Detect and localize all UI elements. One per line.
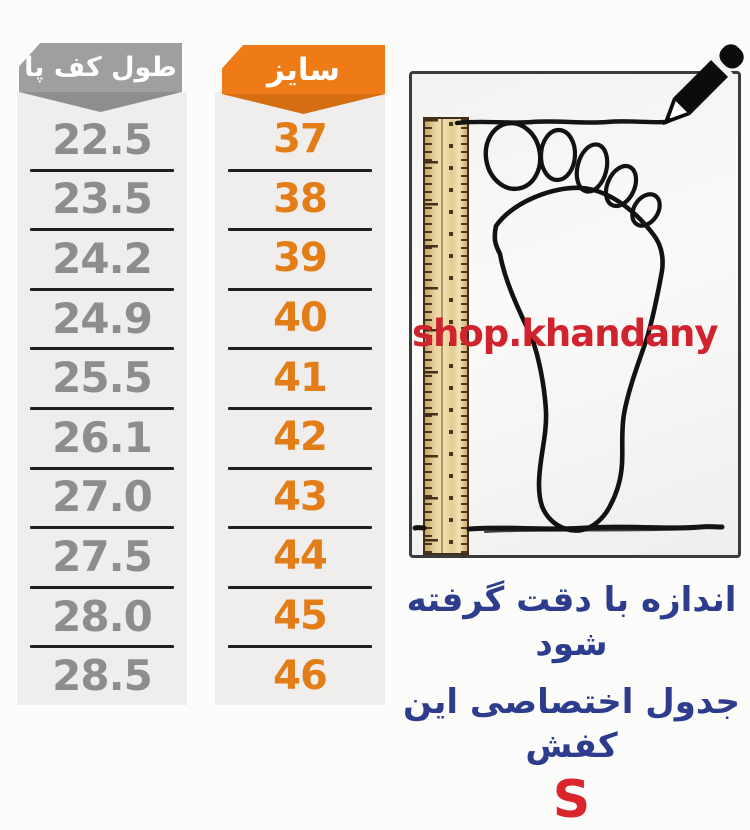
top-sketch-line	[457, 121, 666, 123]
caption-line-1: اندازه با دقت گرفته شود	[398, 578, 745, 666]
foot-measurement-sketch	[395, 40, 750, 575]
table-cell: 41	[215, 350, 385, 407]
table-cell: 46	[215, 648, 385, 705]
table-cell: 22.5	[17, 112, 187, 169]
table-cell: 42	[215, 410, 385, 467]
shoe-size-chart-infographic: { "table": { "columns": [ { "header": "ط…	[0, 0, 750, 750]
table-cell: 24.2	[17, 231, 187, 288]
table-cell: 43	[215, 470, 385, 527]
table-cell: 39	[215, 231, 385, 288]
foot-outline-path	[495, 188, 663, 531]
caption-block: اندازه با دقت گرفته شود جدول اختصاصی این…	[398, 578, 745, 826]
table-cell: 23.5	[17, 172, 187, 229]
table-cell: 25.5	[17, 350, 187, 407]
big-toe-circle	[481, 119, 546, 193]
table-cell: 40	[215, 291, 385, 348]
table-cell: 26.1	[17, 410, 187, 467]
size-letter: S	[398, 774, 745, 826]
pencil-icon	[654, 39, 749, 134]
table-cell: 27.0	[17, 470, 187, 527]
table-cell: 44	[215, 529, 385, 586]
second-toe-circle	[540, 129, 577, 181]
table-cell: 28.0	[17, 589, 187, 646]
size-header-label: سایز	[267, 45, 340, 95]
foot-length-header-label: طول کف پا	[24, 43, 177, 93]
table-cell: 28.5	[17, 648, 187, 705]
table-cell: 38	[215, 172, 385, 229]
table-cell: 37	[215, 112, 385, 169]
caption-line-2: جدول اختصاصی این کفش	[398, 680, 745, 768]
table-cell: 27.5	[17, 529, 187, 586]
watermark-text: shop.khandany	[412, 316, 704, 352]
table-cell: 24.9	[17, 291, 187, 348]
table-cell: 45	[215, 589, 385, 646]
